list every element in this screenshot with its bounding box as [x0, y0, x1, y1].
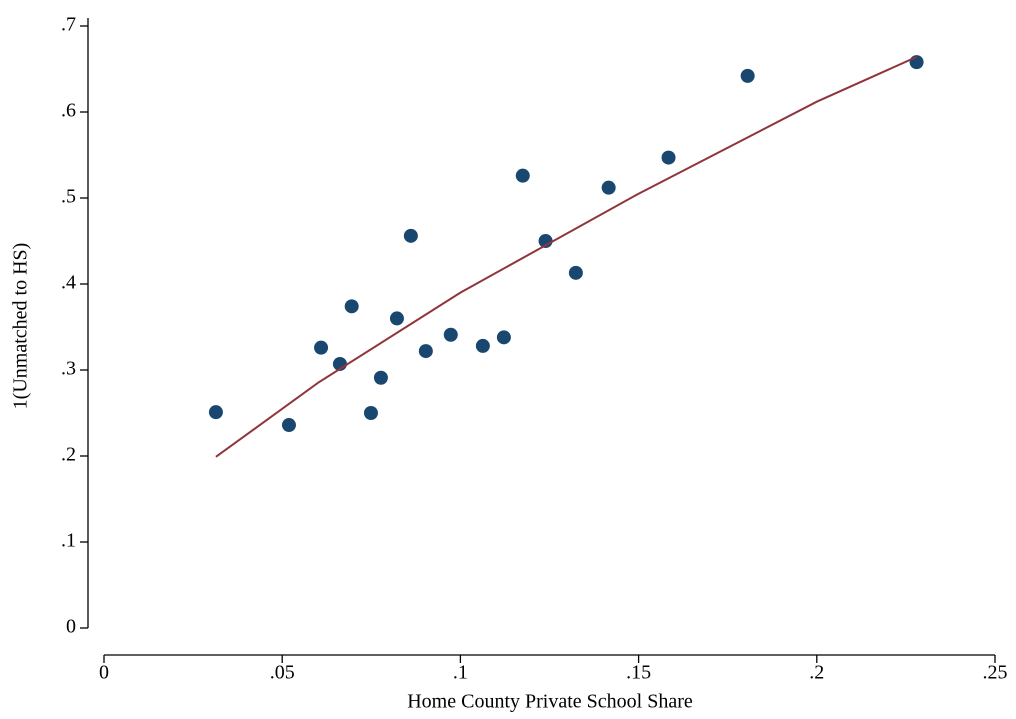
data-point: [208, 405, 223, 420]
y-tick-label: .1: [61, 530, 76, 552]
x-axis-label: Home County Private School Share: [407, 691, 693, 713]
y-tick-label: .4: [61, 272, 76, 294]
x-tick-label: 0: [99, 662, 109, 684]
data-point: [314, 340, 329, 355]
y-axis-label: 1(Unmatched to HS): [10, 243, 32, 410]
y-tick-label: .7: [61, 14, 76, 36]
y-tick-label: .2: [61, 444, 76, 466]
y-tick-label: .5: [61, 186, 76, 208]
data-point: [443, 327, 458, 342]
data-point: [403, 228, 418, 243]
data-point: [373, 370, 388, 385]
y-tick-label: 0: [66, 616, 76, 638]
y-tick-label: .3: [61, 358, 76, 380]
x-tick-label: .1: [453, 662, 468, 684]
data-point: [661, 150, 676, 165]
data-point: [418, 344, 433, 359]
data-point: [568, 265, 583, 280]
data-point: [496, 330, 511, 345]
data-point: [389, 311, 404, 326]
y-tick-label: .6: [61, 100, 76, 122]
data-point: [515, 168, 530, 183]
data-point: [281, 418, 296, 433]
data-point: [363, 406, 378, 420]
data-point: [475, 338, 490, 353]
data-point: [601, 180, 616, 195]
x-tick-label: .2: [809, 662, 824, 684]
fit-line: [215, 56, 918, 458]
data-point: [344, 299, 359, 314]
x-tick-label: .15: [626, 662, 651, 684]
x-tick-label: .25: [983, 662, 1008, 684]
data-point: [740, 68, 755, 83]
x-tick-label: .05: [270, 662, 295, 684]
